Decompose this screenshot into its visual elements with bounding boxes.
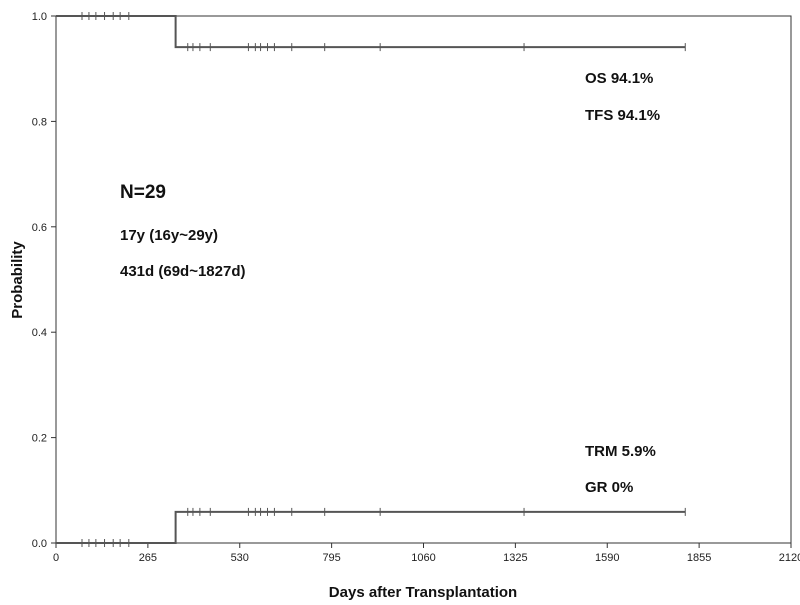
km-series-line — [56, 510, 686, 544]
y-tick-label: 0.8 — [32, 116, 47, 128]
x-tick-label: 1590 — [595, 552, 619, 564]
x-axis-title: Days after Transplantation — [329, 584, 517, 601]
x-tick-label: 0 — [53, 552, 59, 564]
km-series-1 — [56, 507, 686, 547]
x-tick-label: 265 — [139, 552, 157, 564]
y-tick-label: 0.2 — [32, 433, 47, 445]
x-tick-label: 1855 — [687, 552, 711, 564]
km-series-0 — [56, 12, 686, 52]
series-layer — [56, 12, 686, 547]
annotation-gr: GR 0% — [585, 479, 633, 496]
x-tick-label: 1060 — [411, 552, 435, 564]
x-tick-label: 795 — [322, 552, 340, 564]
annotation-os: OS 94.1% — [585, 70, 653, 87]
annotation-n: N=29 — [120, 182, 166, 203]
x-tick-label: 1325 — [503, 552, 527, 564]
y-tick-label: 1.0 — [32, 11, 47, 23]
annotation-followup: 431d (69d~1827d) — [120, 263, 246, 280]
annotation-trm: TRM 5.9% — [585, 443, 656, 460]
km-series-line — [56, 15, 686, 49]
annotation-tfs: TFS 94.1% — [585, 107, 660, 124]
y-axis-title: Probability — [9, 241, 26, 319]
y-tick-label: 0.4 — [32, 327, 47, 339]
y-tick-label: 0.6 — [32, 222, 47, 234]
annotation-age: 17y (16y~29y) — [120, 227, 218, 244]
y-tick-label: 0.0 — [32, 538, 47, 550]
y-axis-ticks: 0.0 0.2 0.4 0.6 0.8 1.0 — [32, 11, 56, 550]
x-tick-label: 530 — [231, 552, 249, 564]
